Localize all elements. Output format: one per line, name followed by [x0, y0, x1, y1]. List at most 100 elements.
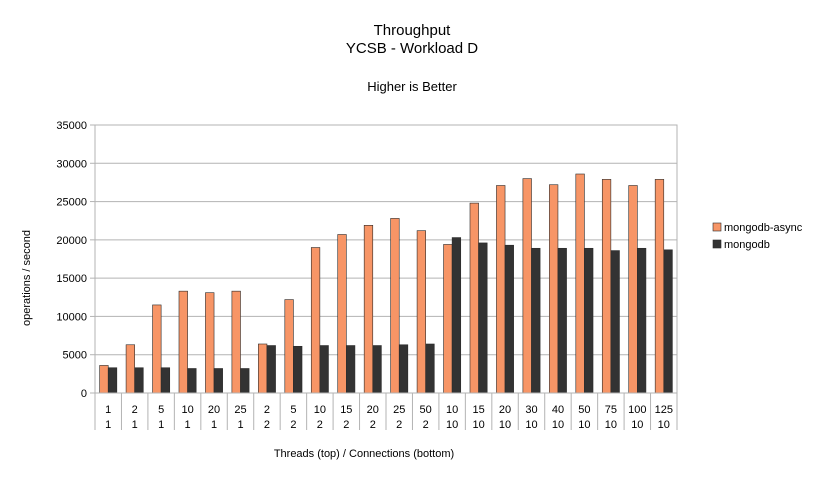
x-tick-label-bottom: 2 [343, 419, 349, 431]
bar-mongodb-16 [531, 247, 541, 394]
x-tick-label-top: 25 [234, 404, 246, 416]
x-tick-label-top: 15 [340, 404, 352, 416]
bar-mongodb-12 [425, 343, 435, 394]
bar-mongodb-async-9 [337, 234, 347, 394]
x-tick-label-top: 20 [367, 404, 379, 416]
x-tick-label-top: 50 [420, 404, 432, 416]
bar-mongodb-3 [187, 368, 197, 394]
x-tick-label-bottom: 10 [605, 419, 617, 431]
bar-mongodb-async-3 [178, 290, 188, 394]
bar-mongodb-5 [240, 368, 250, 394]
x-tick-label-bottom: 1 [185, 419, 191, 431]
x-tick-label-top: 25 [393, 404, 405, 416]
y-tick-label: 35000 [56, 120, 87, 132]
bar-mongodb-async-21 [654, 179, 665, 394]
bar-mongodb-async-11 [390, 218, 400, 394]
x-tick-label-bottom: 1 [158, 419, 164, 431]
x-tick-label-bottom: 10 [552, 419, 564, 431]
legend-swatch-mongodb-async [712, 222, 722, 232]
chart-note: Higher is Better [367, 79, 457, 94]
y-tick-label: 10000 [56, 311, 87, 323]
bar-mongodb-18 [584, 247, 594, 394]
x-tick-label-top: 100 [628, 404, 646, 416]
bar-mongodb-4 [213, 368, 223, 394]
y-tick-label: 25000 [56, 197, 87, 209]
bar-mongodb-async-5 [231, 290, 241, 394]
y-axis-label: operations / second [21, 230, 33, 326]
x-tick-label-bottom: 10 [631, 419, 643, 431]
x-tick-label-top: 40 [552, 404, 564, 416]
bar-marks [99, 173, 673, 394]
x-tick-label-bottom: 1 [211, 419, 217, 431]
chart-title: Throughput [374, 22, 452, 39]
bar-mongodb-13 [451, 237, 462, 394]
bar-mongodb-async-8 [310, 247, 321, 394]
bar-mongodb-async-1 [125, 344, 135, 394]
bar-mongodb-async-20 [628, 185, 638, 394]
bar-mongodb-14 [478, 242, 488, 394]
bar-mongodb-20 [637, 247, 647, 394]
x-tick-label-bottom: 2 [370, 419, 376, 431]
bar-mongodb-async-10 [363, 225, 374, 394]
legend-label: mongodb [724, 239, 770, 251]
x-tick-label-bottom: 10 [578, 419, 590, 431]
x-tick-label-top: 10 [314, 404, 326, 416]
bar-mongodb-async-14 [469, 202, 479, 394]
y-tick-label: 15000 [56, 273, 87, 285]
x-tick-label-bottom: 1 [132, 419, 138, 431]
bar-mongodb-19 [610, 250, 620, 394]
bar-mongodb-async-6 [258, 343, 268, 394]
bar-mongodb-7 [293, 345, 303, 394]
x-tick-label-bottom: 2 [423, 419, 429, 431]
y-tick-label: 20000 [56, 235, 87, 247]
bar-mongodb-async-0 [99, 365, 109, 394]
x-tick-label-top: 5 [290, 404, 296, 416]
x-tick-label-bottom: 1 [237, 419, 243, 431]
chart-subtitle: YCSB - Workload D [346, 40, 478, 57]
bar-mongodb-0 [107, 367, 118, 394]
x-tick-label-bottom: 10 [446, 419, 458, 431]
bar-mongodb-async-15 [496, 185, 506, 394]
bar-mongodb-async-13 [443, 244, 453, 394]
x-tick-label-top: 5 [158, 404, 164, 416]
bar-mongodb-async-7 [284, 299, 294, 394]
x-tick-label-top: 125 [655, 404, 673, 416]
x-tick-label-top: 2 [132, 404, 138, 416]
x-tick-label-bottom: 1 [105, 419, 111, 431]
bar-mongodb-15 [504, 244, 514, 394]
x-tick-label-bottom: 2 [264, 419, 270, 431]
x-tick-label-top: 75 [605, 404, 617, 416]
x-tick-label-bottom: 10 [658, 419, 670, 431]
bar-mongodb-9 [346, 345, 356, 394]
x-tick-label-top: 20 [208, 404, 220, 416]
bar-mongodb-6 [266, 345, 276, 394]
bar-mongodb-11 [398, 344, 409, 394]
x-tick-label-top: 10 [181, 404, 193, 416]
legend-swatch-mongodb [712, 239, 722, 249]
x-tick-label-bottom: 2 [317, 419, 323, 431]
bar-mongodb-17 [557, 247, 567, 394]
bar-mongodb-async-18 [575, 173, 585, 394]
bar-mongodb-async-19 [601, 179, 612, 394]
x-tick-label-top: 50 [578, 404, 590, 416]
x-tick-label-bottom: 2 [396, 419, 402, 431]
x-tick-label-top: 1 [105, 404, 111, 416]
x-tick-label-bottom: 10 [525, 419, 537, 431]
x-tick-label-bottom: 2 [290, 419, 296, 431]
bar-mongodb-async-17 [549, 184, 559, 394]
x-tick-label-bottom: 10 [472, 419, 484, 431]
bar-mongodb-21 [663, 249, 673, 394]
x-tick-label-top: 15 [472, 404, 484, 416]
bar-mongodb-async-16 [522, 178, 532, 394]
x-tick-label-top: 20 [499, 404, 511, 416]
bar-mongodb-async-4 [205, 292, 215, 394]
bar-mongodb-async-2 [152, 304, 162, 394]
bar-mongodb-1 [134, 367, 144, 394]
bar-mongodb-2 [160, 367, 171, 394]
y-tick-label: 5000 [63, 350, 87, 362]
x-tick-label-top: 10 [446, 404, 458, 416]
x-category-table: 1121511012012512252102152202252502101015… [94, 393, 678, 431]
x-tick-label-top: 30 [525, 404, 537, 416]
y-tick-label: 30000 [56, 158, 87, 170]
x-tick-label-top: 2 [264, 404, 270, 416]
